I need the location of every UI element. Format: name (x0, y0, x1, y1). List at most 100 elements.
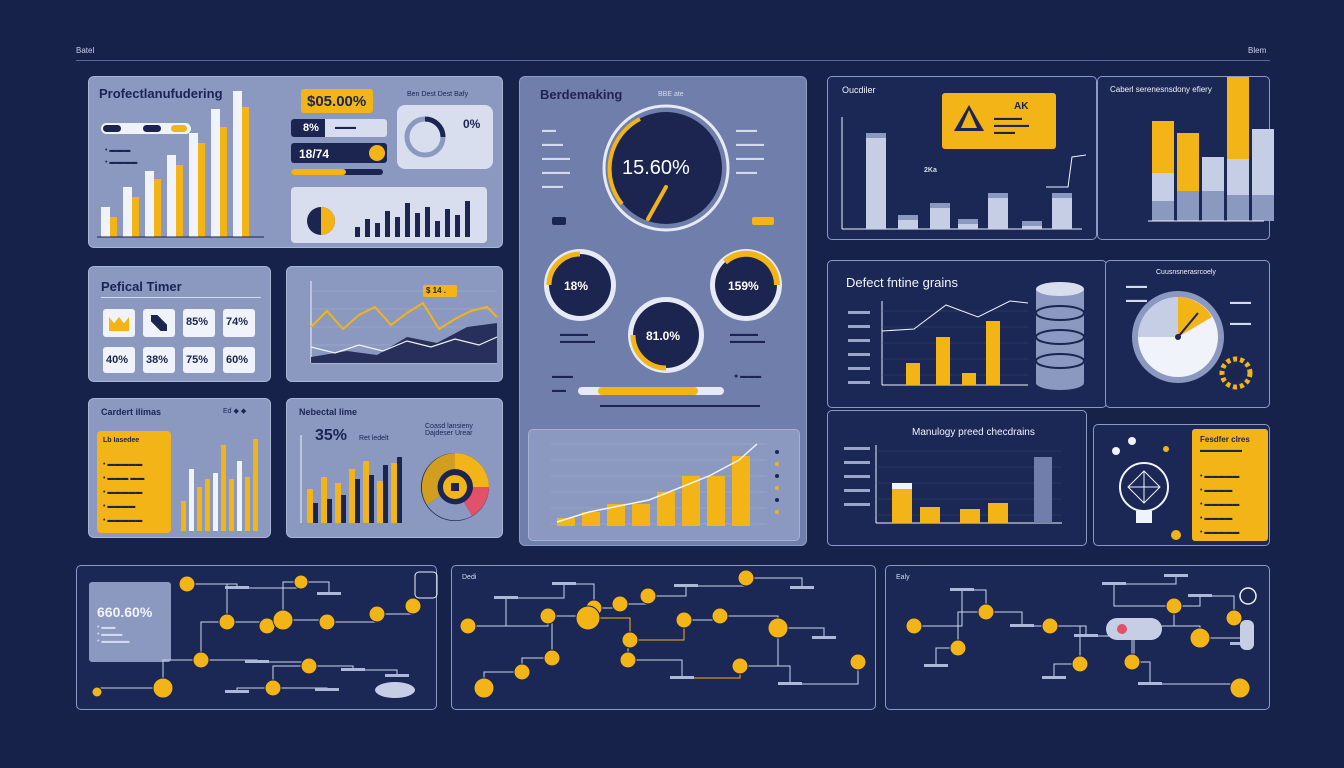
network-label (552, 582, 576, 585)
network-edge (506, 584, 565, 599)
bar (892, 487, 912, 523)
network-edge (648, 586, 687, 597)
connector-line (1046, 154, 1087, 188)
bar (425, 207, 430, 237)
network-label (790, 586, 814, 589)
network-edge (200, 621, 227, 660)
lightbulb-icon (1112, 437, 1181, 540)
network-graph-1 (91, 571, 438, 699)
network-node (218, 613, 236, 631)
stacked-bar-chart (1148, 77, 1274, 222)
bar (211, 109, 220, 237)
gauge-card-value: 0% (463, 117, 481, 131)
legend-dot (775, 474, 779, 478)
network-label (812, 636, 836, 639)
bar (181, 501, 186, 531)
overview-bar-chart (841, 117, 1087, 230)
tick-label (848, 353, 870, 356)
legend-dot (775, 498, 779, 502)
bar (213, 473, 218, 531)
manufacturing-title: Profectlanufudering (99, 86, 223, 101)
material-value: 35% (315, 427, 348, 444)
tick-label (844, 503, 870, 506)
series-line (310, 301, 498, 331)
network-node (513, 663, 531, 681)
network-label (245, 660, 269, 663)
contact-list-header: Lb Iasedee (103, 437, 140, 444)
timer-value-1-card: 85% (183, 309, 215, 337)
network-label (674, 584, 698, 587)
bar (237, 461, 242, 531)
bar (607, 504, 625, 526)
mini-bar-card (291, 187, 487, 243)
tools-icon (143, 309, 175, 337)
network-panel-2: Dedi (451, 565, 876, 710)
bar-cap (1052, 193, 1072, 198)
bar (391, 463, 397, 523)
bar-cap (988, 193, 1008, 198)
network-node (849, 653, 867, 671)
bar (327, 499, 332, 523)
toggle-caption: • ▬▬▬ (105, 147, 131, 154)
network-label (924, 664, 948, 667)
network-node (192, 651, 210, 669)
mini-bar-chart (355, 201, 470, 237)
tick-label (848, 325, 870, 328)
stacked-title: Caberl serenesnsdony efiery (1110, 85, 1212, 94)
network-node (575, 605, 601, 631)
network-edge (790, 662, 859, 685)
manology-panel: Manulogy preed checdrains (827, 410, 1087, 546)
network-edge (986, 611, 1023, 626)
stacked-panel: Caberl serenesnsdony efiery (1097, 76, 1274, 240)
bar (307, 489, 313, 523)
trend-tag: $ 14 . (423, 285, 457, 297)
bar-segment (1227, 195, 1249, 221)
bar (986, 321, 1000, 385)
bar (988, 503, 1008, 523)
area (311, 323, 497, 363)
bar-segment (1152, 121, 1174, 173)
network-panel-3: Ealy (885, 565, 1270, 710)
bar (1052, 193, 1072, 229)
tick-label (844, 489, 870, 492)
manufacturing-panel: Profectlanufudering • ▬▬▬ • ▬▬▬▬ $05.00%… (88, 76, 503, 248)
overview-title: Oucdiler (842, 85, 876, 95)
feature-panel: Fesdfer clres ▬▬▬▬▬▬ • ▬▬▬▬▬ • ▬▬▬▬ • ▬▬▬▬… (1093, 424, 1270, 546)
timer-title: Pefical Timer (101, 279, 182, 294)
clock-gauge-panel: Cuusnsnerasrcoely ▬▬▬ ▬▬▬ ▬▬▬ ▬▬▬ (1105, 260, 1270, 408)
network-node (737, 569, 755, 587)
contact-bar-chart (181, 439, 258, 531)
bar (920, 507, 940, 523)
main-gauge-value: 15.60% (622, 157, 690, 179)
network-node (91, 686, 103, 698)
bar (960, 509, 980, 523)
bar-segment (1227, 159, 1249, 195)
network-node (1041, 617, 1059, 635)
network-node (152, 677, 174, 699)
bar (707, 476, 725, 526)
overview-bar-label: 2Ka (924, 167, 937, 174)
tick-label (848, 339, 870, 342)
bar (154, 179, 161, 237)
network-panel-1: 660.60% • ▬▬ • ▬▬▬ • ▬▬▬▬ (76, 565, 438, 710)
defect-bar-chart (848, 300, 1029, 386)
bar (355, 479, 360, 523)
network-edge (1174, 596, 1201, 607)
network-edge (746, 577, 803, 588)
bar (375, 223, 380, 237)
bar (123, 187, 132, 237)
bar (355, 227, 360, 237)
network-node (459, 617, 477, 635)
bar-cap (866, 133, 886, 138)
bar-segment (1227, 77, 1249, 159)
legend-dot (775, 450, 779, 454)
network-label (950, 588, 974, 591)
bar-segment (1252, 129, 1274, 195)
network-node (949, 639, 967, 657)
network-node (639, 587, 657, 605)
toggle-widget[interactable] (101, 123, 191, 134)
network-node (711, 607, 729, 625)
bar-cap (958, 219, 978, 224)
network-label (1010, 624, 1034, 627)
bar-segment (1177, 133, 1199, 191)
